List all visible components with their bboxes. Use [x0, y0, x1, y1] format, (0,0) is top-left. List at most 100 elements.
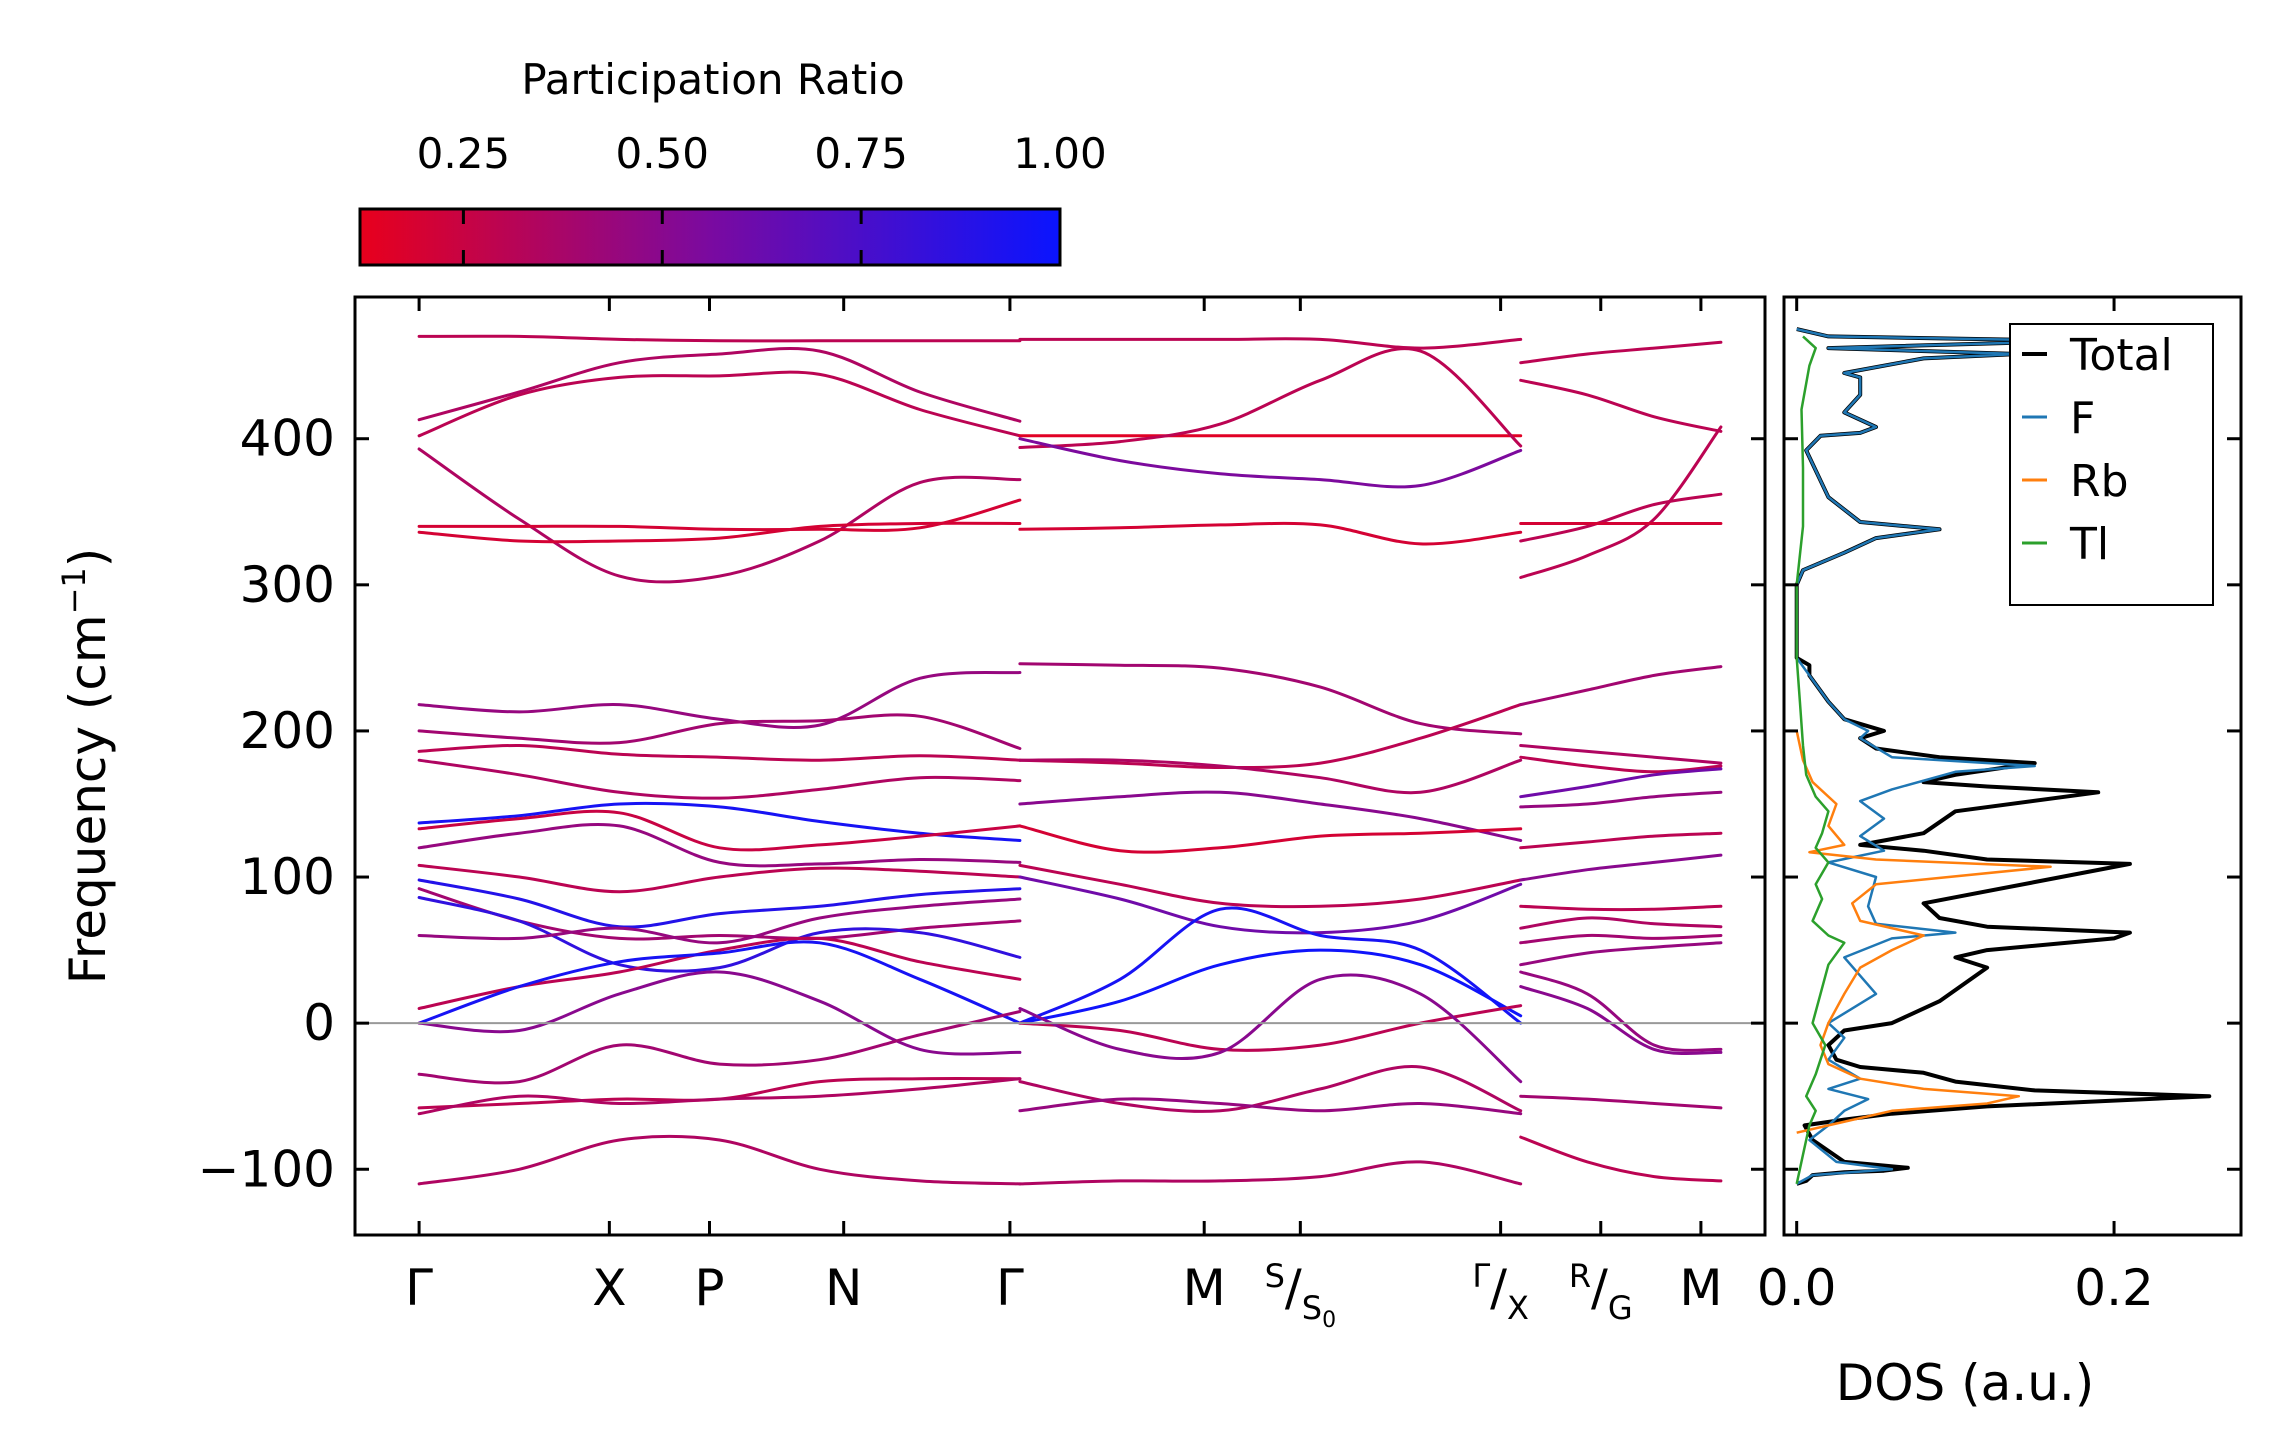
kpoint-label: X [592, 1259, 626, 1317]
band-line [1018, 337, 1523, 350]
band-line [1018, 906, 1523, 1025]
band-y-tick-label: 200 [240, 702, 335, 760]
band-line [417, 970, 1022, 1056]
band-line [1018, 662, 1523, 736]
band-axes-frame [353, 295, 1767, 1237]
colorbar: Participation Ratio 0.25 0.50 0.75 1.00 [358, 55, 1107, 267]
band-line [1018, 790, 1523, 842]
band-line [417, 809, 1022, 852]
band-line [1519, 767, 1723, 799]
band-kpoint-ticks: Γ X P N Γ M S/S0Γ/XR/G M [405, 297, 1722, 1333]
band-line [1018, 863, 1523, 909]
dos-lines [1794, 327, 2212, 1186]
band-line [1519, 831, 1723, 850]
colorbar-tick-label: 0.75 [814, 129, 908, 178]
band-line [417, 758, 1022, 800]
ylabel-superscript: −1 [55, 567, 93, 614]
band-line [1018, 948, 1523, 1025]
colorbar-tick-labels: 0.25 0.50 0.75 1.00 [417, 129, 1107, 178]
band-y-tick-label: 400 [240, 410, 335, 468]
band-line [417, 370, 1022, 438]
kpoint-label-sub: G [1608, 1289, 1633, 1327]
band-line [417, 878, 1022, 929]
band-line [1018, 1065, 1523, 1113]
kpoint-label: N [825, 1259, 862, 1317]
kpoint-label: Γ [996, 1259, 1024, 1317]
band-line [417, 897, 1022, 945]
band-line [417, 940, 1022, 1025]
band-line [1519, 933, 1723, 945]
band-line [417, 896, 1022, 973]
band-line [417, 822, 1022, 868]
band-line [417, 498, 1022, 532]
band-line [417, 670, 1022, 730]
legend-label: Rb [2070, 456, 2129, 507]
kpoint-label: Γ/X [1472, 1257, 1529, 1327]
ylabel-main: Frequency (cm [59, 614, 117, 984]
band-line [417, 334, 1022, 343]
band-line [1519, 755, 1723, 774]
band-line [1018, 1004, 1523, 1052]
dos-x-tick-label: 0.2 [2074, 1259, 2154, 1317]
band-line [1519, 904, 1723, 912]
band-line [1018, 758, 1523, 795]
band-y-tick-label: 0 [303, 994, 335, 1052]
kpoint-label-sup: S [1265, 1257, 1285, 1295]
kpoint-label: P [694, 1259, 724, 1317]
colorbar-title: Participation Ratio [521, 55, 904, 104]
band-line [1018, 1097, 1523, 1116]
band-line [1519, 340, 1723, 365]
band-line [417, 521, 1022, 544]
kpoint-label-slash: / [1490, 1259, 1507, 1317]
kpoint-label-slash: / [1285, 1259, 1302, 1317]
colorbar-tick-label: 1.00 [1013, 129, 1107, 178]
band-line [1519, 378, 1723, 433]
band-line [417, 743, 1022, 762]
band-line [1519, 970, 1723, 1052]
legend-entries: Total F Rb Tl [2022, 330, 2173, 570]
kpoint-label-slash: / [1591, 1259, 1608, 1317]
band-y-ticks: −100 0 100 200 300 400 [198, 410, 1765, 1198]
kpoint-label-sup: R [1569, 1257, 1591, 1295]
band-y-axis-label: Frequency (cm−1) [55, 548, 117, 985]
dos-series-rb [1795, 730, 2052, 1134]
band-line [1018, 973, 1523, 1084]
band-line [1018, 347, 1523, 449]
band-line [1519, 941, 1723, 967]
kpoint-label-sup: Γ [1472, 1257, 1490, 1295]
band-line [417, 713, 1022, 750]
band-line [417, 347, 1022, 423]
kpoint-label-sub2: 0 [1322, 1308, 1336, 1333]
band-line [1519, 492, 1723, 543]
colorbar-gradient [358, 207, 1062, 267]
ylabel-close: ) [59, 548, 117, 568]
band-lines [417, 334, 1723, 1186]
band-line [417, 863, 1022, 894]
band-line [1519, 744, 1723, 765]
band-y-tick-label: 100 [240, 848, 335, 906]
dos-ticks: 0.0 0.2 [1757, 297, 2241, 1317]
dos-panel: 0.0 0.2 DOS (a.u.) Total F Rb Tl [1757, 295, 2243, 1412]
legend-label: Total [2069, 330, 2173, 381]
dos-axes-frame [1782, 295, 2243, 1237]
band-line [1018, 1160, 1523, 1186]
band-line [1519, 1135, 1723, 1183]
band-line [417, 801, 1022, 842]
colorbar-ticks [461, 209, 863, 265]
kpoint-label: S/S0 [1265, 1257, 1336, 1333]
band-line [417, 1077, 1022, 1116]
band-line [1018, 875, 1523, 935]
band-line [1519, 790, 1723, 809]
band-line [1018, 521, 1523, 546]
band-line [1519, 1094, 1723, 1110]
legend-frame [2009, 323, 2214, 606]
dos-x-tick-label: 0.0 [1757, 1259, 1837, 1317]
band-line [1018, 824, 1523, 854]
colorbar-tick-label: 0.50 [616, 129, 710, 178]
band-y-tick-label: −100 [198, 1140, 335, 1198]
legend-label: Tl [2069, 519, 2109, 570]
dos-series-tl [1795, 335, 1846, 1185]
kpoint-label: M [1679, 1259, 1722, 1317]
